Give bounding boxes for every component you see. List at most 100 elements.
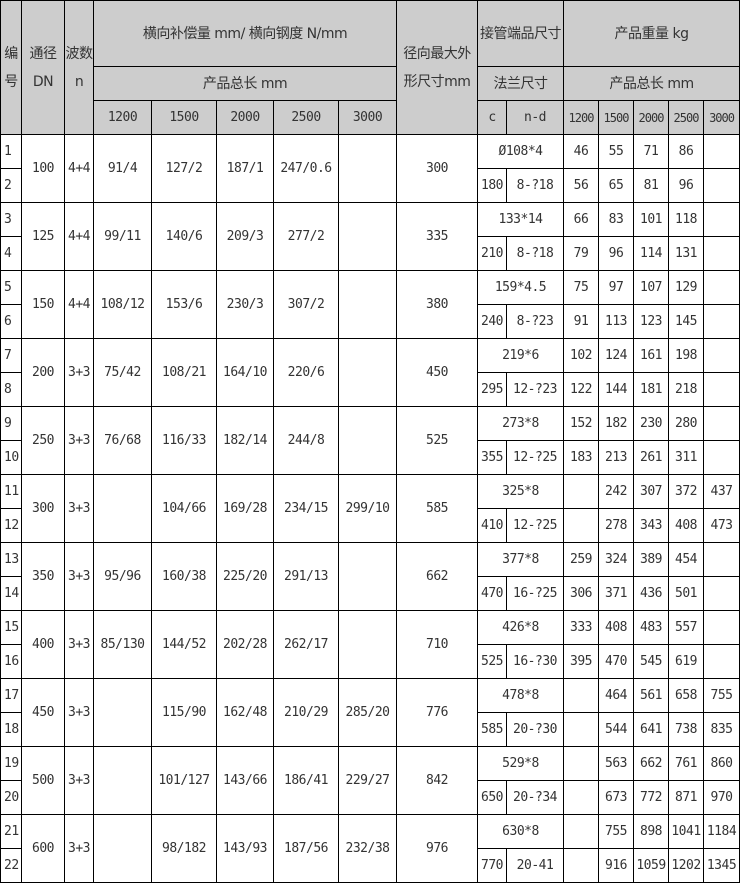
stiffness-cell: 234/15: [273, 474, 339, 543]
weight-cell: 761: [668, 746, 704, 781]
weight-cell: 124: [598, 338, 634, 373]
weight-cell: 102: [563, 338, 599, 373]
table-header: 编号 通径DN 波数n 横向补偿量 mm/ 横向钢度 N/mm 径向最大外形尺寸…: [0, 0, 740, 135]
weight-cell: 970: [702, 780, 740, 815]
weight-cell: 261: [633, 440, 669, 475]
stiffness-cell: 210/29: [273, 678, 339, 747]
flange-c-cell: 355: [477, 440, 507, 475]
weight-cell: [702, 338, 740, 373]
weight-cell: 56: [563, 168, 599, 203]
dn-cell: 150: [21, 270, 65, 339]
waves-cell: 3+3: [64, 610, 94, 679]
weight-cell: 343: [633, 508, 669, 543]
weight-cell: 122: [563, 372, 599, 407]
stiffness-cell: 99/11: [93, 202, 152, 271]
weight-cell: 436: [633, 576, 669, 611]
table-row: 13 350 3+3 95/96 160/38 225/20 291/13 662 377*8 2…: [0, 542, 740, 611]
table-row: 18 585 20-?30 544 641 738 835: [0, 712, 740, 747]
weight-cell: 144: [598, 372, 634, 407]
table-row: 15 400 3+3 85/130 144/52 202/28 262/17 710 426*8…: [0, 610, 740, 679]
stiffness-cell: [338, 202, 397, 271]
flange-c-cell: 210: [477, 236, 507, 271]
weight-cell: [563, 508, 599, 543]
weight-cell: 835: [702, 712, 740, 747]
weight-cell: [563, 474, 599, 509]
weight-cell: 333: [563, 610, 599, 645]
weight-cell: 408: [598, 610, 634, 645]
table-row: 19 500 3+3 101/127 143/66 186/41 229/27 842 529*…: [0, 746, 740, 815]
radial-size-cell: 525: [396, 406, 478, 475]
weight-cell: 324: [598, 542, 634, 577]
flange-c-cell: 410: [477, 508, 507, 543]
header-radial: 径向最大外形尺寸mm: [396, 0, 478, 135]
stiffness-cell: [338, 270, 397, 339]
weight-cell: 97: [598, 270, 634, 305]
weight-cell: 673: [598, 780, 634, 815]
weight-cell: 242: [598, 474, 634, 509]
waves-cell: 3+3: [64, 474, 94, 543]
weight-cell: 641: [633, 712, 669, 747]
table-row: 1 100 4+4 91/4 127/2 187/1 247/0.6 300 Ø108*4 46 5…: [0, 134, 740, 203]
header-stiffness: 横向补偿量 mm/ 横向钢度 N/mm: [93, 0, 397, 67]
header-length-3000: 3000: [338, 100, 397, 135]
pipe-spec-cell: 377*8: [477, 542, 564, 577]
weight-cell: [702, 134, 740, 169]
weight-cell: 1202: [668, 848, 704, 883]
pipe-spec-cell: 478*8: [477, 678, 564, 713]
pipe-spec-cell: 219*6: [477, 338, 564, 373]
stiffness-cell: 91/4: [93, 134, 152, 203]
table-row: 17 450 3+3 115/90 162/48 210/29 285/20 776 478*8…: [0, 678, 740, 747]
dn-cell: 600: [21, 814, 65, 883]
stiffness-cell: 143/66: [216, 746, 274, 815]
radial-size-cell: 776: [396, 678, 478, 747]
table-row: 10 355 12-?25 183 213 261 311: [0, 440, 740, 475]
header-flange: 法兰尺寸: [477, 66, 564, 101]
flange-nd-cell: 8-?18: [506, 168, 564, 203]
dn-cell: 350: [21, 542, 65, 611]
weight-cell: 557: [668, 610, 704, 645]
stiffness-cell: 108/12: [93, 270, 152, 339]
weight-cell: 91: [563, 304, 599, 339]
row-id: 17: [0, 678, 22, 713]
weight-cell: 71: [633, 134, 669, 169]
row-id: 11: [0, 474, 22, 509]
weight-cell: 755: [702, 678, 740, 713]
row-id: 13: [0, 542, 22, 577]
stiffness-cell: 104/66: [151, 474, 217, 543]
flange-nd-cell: 8-?18: [506, 236, 564, 271]
stiffness-cell: [338, 542, 397, 611]
stiffness-cell: 95/96: [93, 542, 152, 611]
table-row: 5 150 4+4 108/12 153/6 230/3 307/2 380 159*4.5 75…: [0, 270, 740, 339]
waves-cell: 4+4: [64, 270, 94, 339]
row-id: 12: [0, 508, 22, 543]
weight-cell: 464: [598, 678, 634, 713]
stiffness-cell: 75/42: [93, 338, 152, 407]
weight-cell: [563, 848, 599, 883]
weight-cell: 131: [668, 236, 704, 271]
dn-cell: 100: [21, 134, 65, 203]
row-id: 19: [0, 746, 22, 781]
row-id: 22: [0, 848, 22, 883]
header-waves: 波数n: [64, 0, 94, 135]
weight-cell: 1345: [702, 848, 740, 883]
weight-cell: 544: [598, 712, 634, 747]
pipe-spec-cell: 325*8: [477, 474, 564, 509]
table-row: 7 200 3+3 75/42 108/21 164/10 220/6 450 219*6 102…: [0, 338, 740, 407]
stiffness-cell: 140/6: [151, 202, 217, 271]
weight-cell: 473: [702, 508, 740, 543]
row-id: 3: [0, 202, 22, 237]
table-row: 20 650 20-?34 673 772 871 970: [0, 780, 740, 815]
weight-cell: 55: [598, 134, 634, 169]
weight-cell: 561: [633, 678, 669, 713]
header-length-1500: 1500: [151, 100, 217, 135]
waves-cell: 3+3: [64, 678, 94, 747]
weight-cell: 395: [563, 644, 599, 679]
flange-nd-cell: 16-?30: [506, 644, 564, 679]
table-row: 9 250 3+3 76/68 116/33 182/14 244/8 525 273*8 152…: [0, 406, 740, 475]
stiffness-cell: 115/90: [151, 678, 217, 747]
weight-cell: 454: [668, 542, 704, 577]
weight-cell: [702, 202, 740, 237]
table-row: 8 295 12-?23 122 144 181 218: [0, 372, 740, 407]
weight-cell: 755: [598, 814, 634, 849]
pipe-spec-cell: 529*8: [477, 746, 564, 781]
